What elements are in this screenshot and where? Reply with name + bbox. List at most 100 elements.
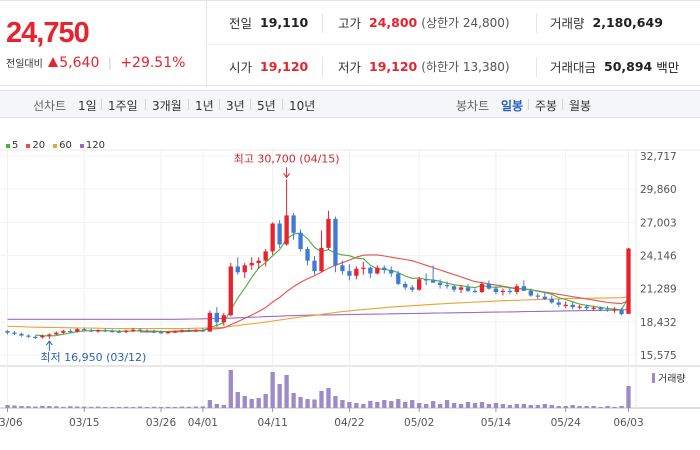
candle-monthly-button[interactable]: 월봉 <box>569 99 592 113</box>
period-divider <box>145 99 146 110</box>
candle-daily-button[interactable]: 일봉 <box>501 99 524 113</box>
candle <box>235 257 240 275</box>
candle-body <box>144 330 150 333</box>
volume-bar <box>144 407 150 408</box>
price-tick-label: 27,003 <box>640 217 677 229</box>
candle <box>472 288 478 294</box>
ma-line-120 <box>7 308 629 320</box>
date-tick-label: 06/03 <box>613 417 643 429</box>
candle <box>556 298 561 308</box>
candle-body <box>619 309 624 315</box>
candle-body <box>584 306 589 309</box>
candle-body <box>326 218 331 248</box>
volume-bar <box>263 394 268 408</box>
volume-bar <box>68 406 73 408</box>
ma-line-5 <box>35 232 629 337</box>
candle <box>249 257 254 270</box>
volume-bar <box>319 391 324 408</box>
period-1w-button[interactable]: 1주일 <box>108 99 138 113</box>
volume-bar <box>591 406 596 408</box>
period-divider <box>528 99 529 110</box>
period-divider <box>250 99 251 110</box>
volume-bar <box>542 404 547 408</box>
legend-label: 60 <box>59 140 72 151</box>
volume-bar <box>563 406 568 408</box>
trade-value-info: 거래대금 50,894 백만 <box>550 45 679 88</box>
candle <box>151 329 157 334</box>
candle <box>333 216 338 273</box>
volume-info: 거래량 2,180,649 <box>550 1 663 44</box>
candle-body <box>535 295 540 297</box>
volume-bar <box>507 405 513 408</box>
candle <box>130 328 136 333</box>
candle <box>89 328 94 333</box>
volume-bar <box>549 405 554 408</box>
candle <box>465 283 471 293</box>
candle <box>423 273 429 286</box>
period-5y-button[interactable]: 5년 <box>257 99 276 113</box>
volume-bar <box>389 401 394 408</box>
volume-bar <box>605 406 610 408</box>
date-tick-label: 04/11 <box>258 417 288 429</box>
date-tick-label: 04/01 <box>188 417 218 429</box>
candle <box>123 329 129 334</box>
candle <box>584 304 589 311</box>
candle-body <box>598 307 603 310</box>
volume-bar <box>500 404 506 408</box>
candle-weekly-button[interactable]: 주봉 <box>535 99 558 113</box>
volume-bar <box>130 407 136 408</box>
volume-bar <box>33 406 38 408</box>
volume-bar <box>465 402 471 408</box>
candle <box>417 276 422 291</box>
period-1y-button[interactable]: 1년 <box>195 99 214 113</box>
candle-body <box>5 330 10 333</box>
candle <box>103 328 108 333</box>
candle <box>19 332 24 337</box>
candle-body <box>542 296 547 299</box>
volume-bar <box>598 407 603 408</box>
volume-bar <box>214 404 219 408</box>
price-tick-label: 21,289 <box>640 284 677 296</box>
date-axis: 03/06 03/15 03/26 04/01 04/11 04/22 05/02 05/14… <box>0 408 644 429</box>
candle <box>619 307 624 316</box>
period-3m-button[interactable]: 3개월 <box>152 99 182 113</box>
candle <box>298 229 303 252</box>
volume-bar <box>47 406 52 408</box>
volume-bar <box>437 404 443 408</box>
divider <box>536 13 537 33</box>
legend-item-ma120: 120 <box>79 140 105 151</box>
candle-body <box>430 280 436 283</box>
candle <box>535 293 540 299</box>
candle-chart-label: 봉차트 <box>456 99 490 113</box>
candle-body <box>165 332 171 334</box>
period-3y-button[interactable]: 3년 <box>226 99 245 113</box>
candle-body <box>577 306 582 308</box>
low-price: 저가 19,120 (하한가 13,380) <box>338 45 510 88</box>
candle-body <box>626 248 631 314</box>
period-1d-button[interactable]: 1일 <box>78 99 97 113</box>
volume-bar <box>221 405 226 408</box>
candle <box>479 281 485 294</box>
candle-body <box>612 309 617 311</box>
volume-bar <box>444 400 450 408</box>
volume-bar <box>82 406 87 408</box>
candle <box>270 222 275 255</box>
candle <box>570 302 575 310</box>
min-price-label: 최저 16,950 (03/12) <box>40 351 146 364</box>
candle <box>96 329 101 333</box>
candle <box>368 266 373 279</box>
period-divider <box>282 99 283 110</box>
candle-body <box>103 330 108 332</box>
volume-bar <box>312 399 317 408</box>
candle <box>165 330 171 334</box>
candle <box>109 329 115 333</box>
high-label: 고가 <box>338 16 362 31</box>
candle <box>291 213 296 240</box>
volume-bar <box>158 407 164 408</box>
period-bar: 선차트 1일 1주일 3개월 1년 3년 5년 10년 봉차트 일봉 주봉 월봉 <box>0 90 700 118</box>
candle-body <box>465 287 471 291</box>
candle-body <box>26 335 31 337</box>
period-10y-button[interactable]: 10년 <box>289 99 316 113</box>
candle <box>507 287 513 295</box>
candle <box>514 283 520 295</box>
